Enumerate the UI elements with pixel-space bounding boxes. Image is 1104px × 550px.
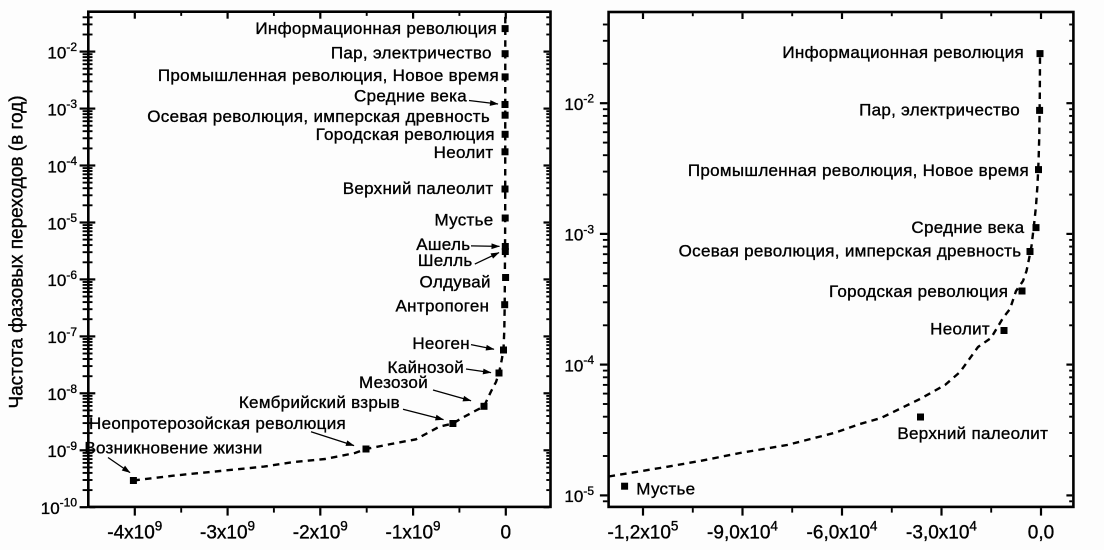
svg-text:Неолит: Неолит [930,320,990,339]
svg-text:-3x109: -3x109 [200,519,255,544]
svg-text:Информационная революция: Информационная революция [255,19,497,38]
svg-text:0: 0 [501,523,512,544]
svg-text:-4x109: -4x109 [107,519,162,544]
svg-text:Средние века: Средние века [911,218,1024,237]
svg-text:Информационная революция: Информационная революция [782,43,1024,62]
svg-text:Частота фазовых переходов (в г: Частота фазовых переходов (в год) [7,95,28,408]
svg-text:Средние века: Средние века [354,87,467,106]
svg-text:Промышленная революция, Новое: Промышленная революция, Новое время [688,161,1029,180]
svg-text:-6,0x104: -6,0x104 [807,519,878,544]
svg-text:-2x109: -2x109 [293,519,348,544]
svg-text:-1,2x105: -1,2x105 [608,519,679,544]
svg-text:Кайнозой: Кайнозой [388,358,464,377]
svg-text:Олдувай: Олдувай [420,273,491,292]
svg-text:Пар, электричество: Пар, электричество [859,101,1020,120]
svg-text:Верхний палеолит: Верхний палеолит [897,424,1048,443]
svg-text:Ашель: Ашель [416,235,470,254]
svg-text:Промышленная революция, Новое: Промышленная революция, Новое время [158,66,499,85]
svg-text:Мезозой: Мезозой [359,373,428,392]
svg-text:Пар, электричество: Пар, электричество [331,44,492,63]
svg-text:Верхний палеолит: Верхний палеолит [343,179,494,198]
svg-text:-9,0x104: -9,0x104 [707,519,778,544]
svg-text:Осевая революция, имперская др: Осевая революция, имперская древность [679,242,1022,261]
svg-text:Возникновение жизни: Возникновение жизни [84,439,262,458]
svg-text:Неолит: Неолит [434,143,494,162]
svg-text:Кембрийский взрыв: Кембрийский взрыв [239,393,400,412]
svg-text:Мустье: Мустье [636,480,695,499]
svg-text:-1x109: -1x109 [386,519,441,544]
svg-text:Антропоген: Антропоген [396,297,490,316]
svg-text:Городская революция: Городская революция [829,282,1008,301]
svg-text:Городская революция: Городская революция [316,125,495,144]
svg-text:Неоген: Неоген [412,334,470,353]
svg-text:Осевая революция, имперская др: Осевая революция, имперская древность [147,107,490,126]
svg-text:0,0: 0,0 [1028,523,1054,544]
svg-text:-3,0x104: -3,0x104 [906,519,977,544]
svg-text:Неопротерозойская революция: Неопротерозойская революция [89,414,346,433]
svg-text:Шелль: Шелль [418,251,473,270]
svg-text:Мустье: Мустье [434,211,493,230]
